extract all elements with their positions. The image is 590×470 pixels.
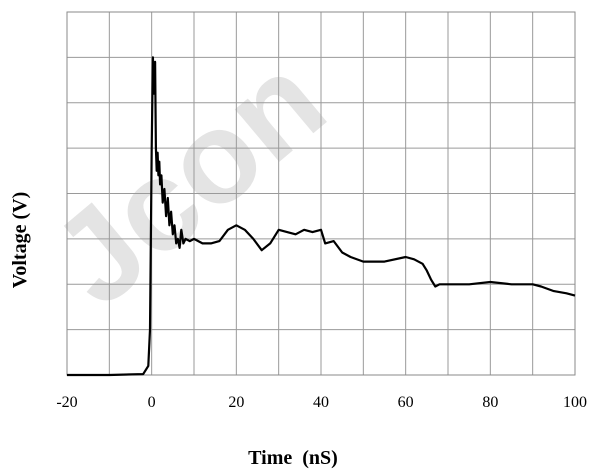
x-tick-label: 20 <box>228 394 244 411</box>
plot-frame <box>66 11 576 376</box>
voltage-series-line <box>67 56 576 377</box>
x-tick-label: 0 <box>148 394 156 411</box>
x-tick-label: -20 <box>56 394 77 411</box>
x-tick-label: 80 <box>482 394 498 411</box>
x-tick-labels: -20 0 20 40 60 80 100 <box>56 394 587 411</box>
chart-grid <box>67 12 575 375</box>
x-tick-label: 40 <box>313 394 329 411</box>
y-axis-title: Voltage (V) <box>9 192 31 288</box>
x-axis-title: Time (nS) <box>248 447 338 469</box>
x-tick-label: 60 <box>398 394 414 411</box>
watermark-text: Jcon <box>25 26 351 333</box>
x-tick-label: 100 <box>563 394 587 411</box>
